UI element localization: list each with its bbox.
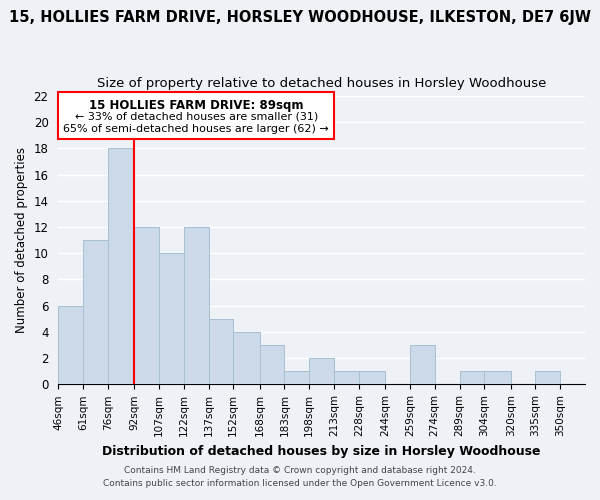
Text: 15 HOLLIES FARM DRIVE: 89sqm: 15 HOLLIES FARM DRIVE: 89sqm [89, 99, 304, 112]
Bar [159, 253, 184, 384]
Bar [284, 371, 309, 384]
Bar [58, 306, 83, 384]
Text: ← 33% of detached houses are smaller (31): ← 33% of detached houses are smaller (31… [74, 112, 318, 122]
Bar [484, 371, 511, 384]
Bar [535, 371, 560, 384]
Bar [209, 319, 233, 384]
Bar [309, 358, 334, 384]
Y-axis label: Number of detached properties: Number of detached properties [15, 147, 28, 333]
Bar [83, 240, 108, 384]
FancyBboxPatch shape [58, 92, 334, 139]
Bar [184, 227, 209, 384]
X-axis label: Distribution of detached houses by size in Horsley Woodhouse: Distribution of detached houses by size … [103, 444, 541, 458]
Bar [233, 332, 260, 384]
Bar [460, 371, 484, 384]
Bar [359, 371, 385, 384]
Bar [134, 227, 159, 384]
Text: 65% of semi-detached houses are larger (62) →: 65% of semi-detached houses are larger (… [63, 124, 329, 134]
Bar [108, 148, 134, 384]
Title: Size of property relative to detached houses in Horsley Woodhouse: Size of property relative to detached ho… [97, 78, 547, 90]
Text: 15, HOLLIES FARM DRIVE, HORSLEY WOODHOUSE, ILKESTON, DE7 6JW: 15, HOLLIES FARM DRIVE, HORSLEY WOODHOUS… [9, 10, 591, 25]
Text: Contains HM Land Registry data © Crown copyright and database right 2024.
Contai: Contains HM Land Registry data © Crown c… [103, 466, 497, 487]
Bar [334, 371, 359, 384]
Bar [410, 345, 435, 385]
Bar [260, 345, 284, 385]
